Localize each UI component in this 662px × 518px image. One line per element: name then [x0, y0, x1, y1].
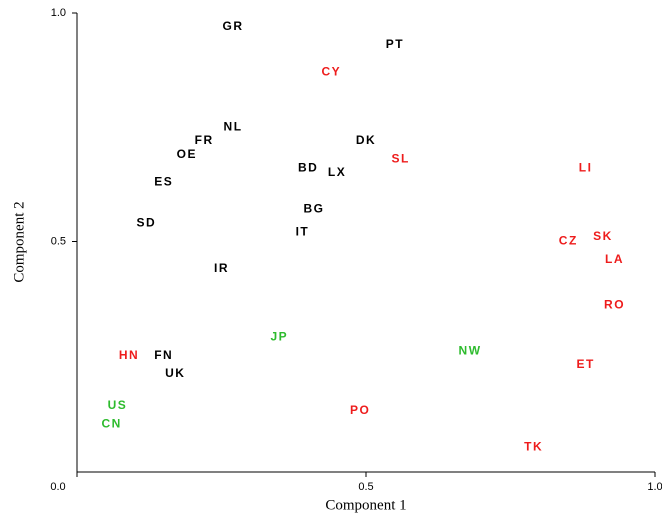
x-axis-title: Component 1 [325, 497, 406, 513]
y-axis-title: Component 2 [11, 201, 27, 282]
point-label: PO [350, 403, 370, 417]
point-label: LX [328, 165, 346, 179]
point-label: SK [593, 229, 613, 243]
point-label: DK [356, 133, 376, 147]
point-label: CN [102, 416, 122, 430]
point-label: TK [524, 439, 543, 453]
point-label: HN [119, 348, 139, 362]
y-tick-label: 1.0 [51, 7, 66, 19]
point-label: NL [224, 119, 243, 133]
point-label: IR [214, 261, 229, 275]
point-label: UK [165, 366, 185, 380]
point-label: ET [576, 357, 594, 371]
point-label: FR [195, 133, 214, 147]
point-label: CZ [559, 234, 578, 248]
point-label: US [108, 398, 128, 412]
point-label: GR [223, 19, 244, 33]
x-tick-label: 0.5 [358, 481, 373, 493]
point-label: PT [386, 37, 404, 51]
point-label: NW [459, 343, 482, 357]
point-label: BD [298, 161, 318, 175]
point-label: JP [270, 330, 288, 344]
point-label: SL [392, 151, 410, 165]
point-label: LA [605, 252, 624, 266]
point-label: LI [579, 161, 593, 175]
point-label: RO [604, 298, 625, 312]
point-label: OE [177, 147, 197, 161]
point-label: CY [321, 65, 341, 79]
point-label: SD [137, 215, 157, 229]
y-tick-label: 0.5 [51, 235, 66, 247]
point-label: ES [154, 174, 173, 188]
point-label: IT [296, 225, 310, 239]
x-tick-label: 0.0 [50, 481, 65, 493]
point-label: FN [154, 348, 173, 362]
point-label: BG [303, 202, 324, 216]
x-tick-label: 1.0 [647, 481, 662, 493]
